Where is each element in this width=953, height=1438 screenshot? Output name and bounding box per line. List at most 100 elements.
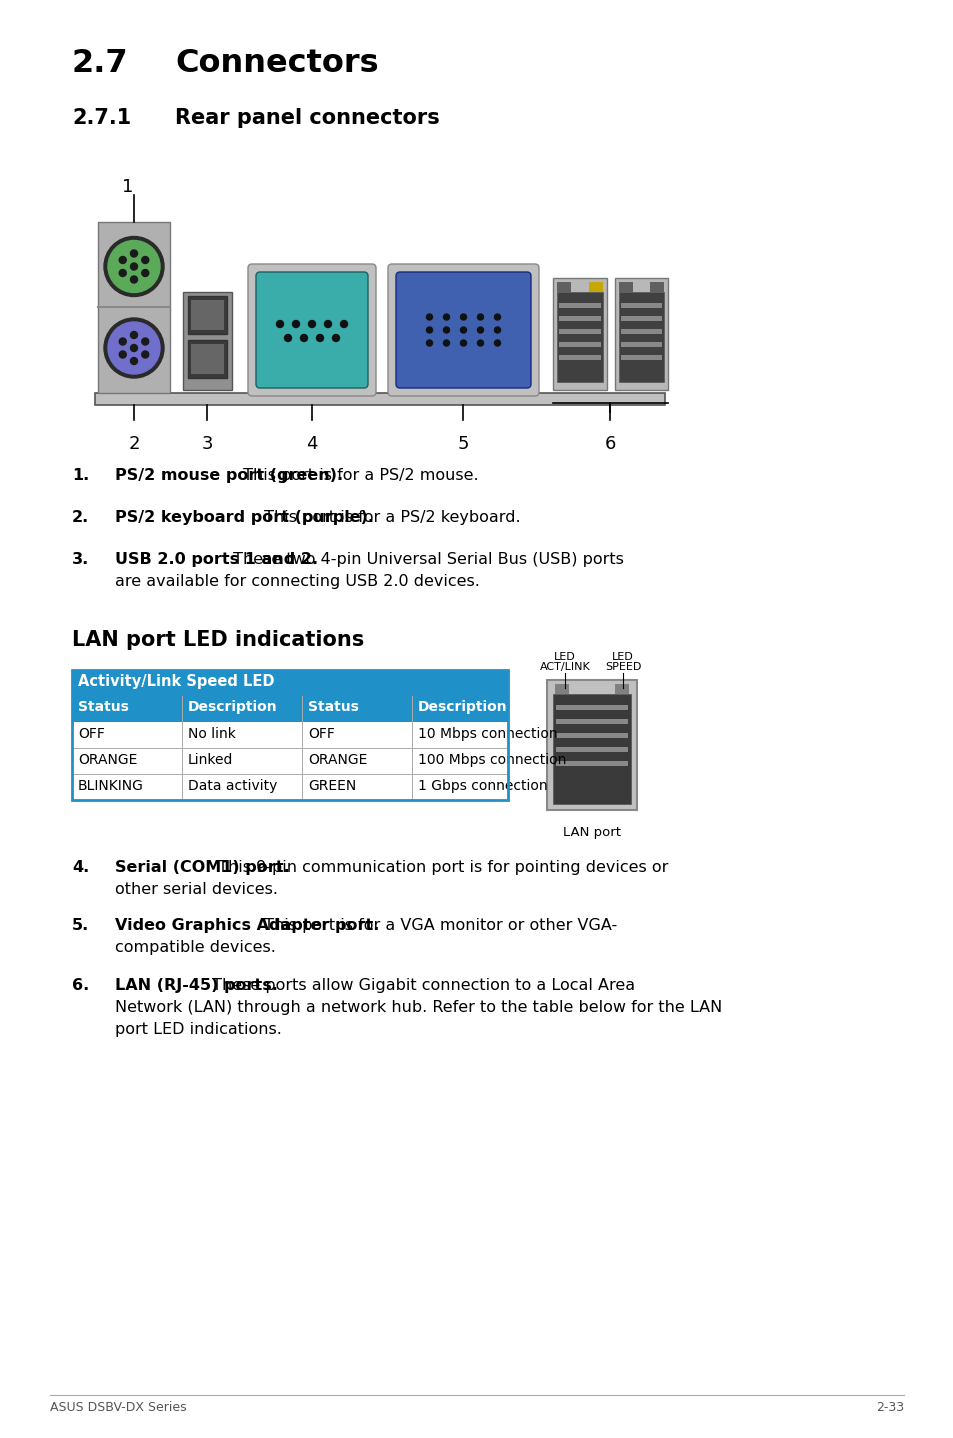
Bar bbox=[556, 746, 627, 752]
Text: ACT/LINK: ACT/LINK bbox=[539, 661, 590, 672]
Circle shape bbox=[142, 338, 149, 345]
FancyBboxPatch shape bbox=[255, 272, 368, 388]
Text: PS/2 keyboard port (purple).: PS/2 keyboard port (purple). bbox=[115, 510, 374, 525]
Text: BLINKING: BLINKING bbox=[78, 779, 144, 792]
Bar bbox=[183, 292, 232, 390]
Bar bbox=[615, 278, 667, 390]
Text: USB 2.0 ports 1 and 2.: USB 2.0 ports 1 and 2. bbox=[115, 552, 317, 567]
Text: 2.7: 2.7 bbox=[71, 47, 129, 79]
Bar bbox=[620, 303, 661, 308]
Bar bbox=[188, 339, 227, 378]
Circle shape bbox=[340, 321, 347, 328]
Text: ORANGE: ORANGE bbox=[308, 754, 367, 766]
Circle shape bbox=[300, 335, 307, 341]
Text: Network (LAN) through a network hub. Refer to the table below for the LAN: Network (LAN) through a network hub. Ref… bbox=[115, 999, 721, 1015]
Text: Description: Description bbox=[417, 700, 507, 715]
Text: GREEN: GREEN bbox=[308, 779, 355, 792]
Text: 3.: 3. bbox=[71, 552, 90, 567]
Text: This port is for a PS/2 keyboard.: This port is for a PS/2 keyboard. bbox=[258, 510, 519, 525]
Bar bbox=[620, 355, 661, 360]
Circle shape bbox=[142, 256, 149, 263]
Circle shape bbox=[443, 313, 449, 321]
Circle shape bbox=[142, 269, 149, 276]
Text: SPEED: SPEED bbox=[604, 661, 640, 672]
Text: Serial (COM1) port.: Serial (COM1) port. bbox=[115, 860, 290, 874]
Text: Description: Description bbox=[188, 700, 277, 715]
Circle shape bbox=[131, 276, 137, 283]
Text: OFF: OFF bbox=[308, 728, 335, 741]
Bar bbox=[620, 329, 661, 334]
Text: 2.7.1: 2.7.1 bbox=[71, 108, 132, 128]
Circle shape bbox=[108, 322, 160, 374]
Circle shape bbox=[460, 326, 466, 334]
Circle shape bbox=[131, 345, 137, 351]
Bar bbox=[71, 774, 507, 800]
Bar bbox=[555, 684, 568, 695]
Bar bbox=[71, 722, 507, 748]
Text: No link: No link bbox=[188, 728, 235, 741]
Circle shape bbox=[460, 339, 466, 347]
Text: Status: Status bbox=[308, 700, 358, 715]
Text: Data activity: Data activity bbox=[188, 779, 277, 792]
Bar bbox=[556, 719, 627, 723]
Circle shape bbox=[426, 326, 432, 334]
Bar bbox=[558, 329, 600, 334]
Bar bbox=[557, 292, 602, 383]
Circle shape bbox=[131, 250, 137, 257]
Text: 4: 4 bbox=[306, 436, 317, 453]
Bar bbox=[98, 221, 170, 393]
Text: This 9-pin communication port is for pointing devices or: This 9-pin communication port is for poi… bbox=[213, 860, 667, 874]
Circle shape bbox=[324, 321, 331, 328]
Text: Linked: Linked bbox=[188, 754, 233, 766]
Text: Rear panel connectors: Rear panel connectors bbox=[174, 108, 439, 128]
Circle shape bbox=[443, 326, 449, 334]
Text: 1.: 1. bbox=[71, 467, 90, 483]
Circle shape bbox=[119, 256, 126, 263]
Circle shape bbox=[131, 263, 137, 270]
Circle shape bbox=[142, 351, 149, 358]
Circle shape bbox=[108, 240, 160, 292]
Text: 2: 2 bbox=[128, 436, 139, 453]
Bar bbox=[615, 684, 628, 695]
Circle shape bbox=[119, 351, 126, 358]
Text: 1 Gbps connection: 1 Gbps connection bbox=[417, 779, 547, 792]
Bar bbox=[556, 733, 627, 738]
Text: These ports allow Gigabit connection to a Local Area: These ports allow Gigabit connection to … bbox=[207, 978, 635, 994]
Text: ORANGE: ORANGE bbox=[78, 754, 137, 766]
Bar bbox=[558, 316, 600, 321]
Bar bbox=[191, 344, 224, 374]
Text: LAN (RJ-45) ports.: LAN (RJ-45) ports. bbox=[115, 978, 277, 994]
Text: other serial devices.: other serial devices. bbox=[115, 881, 277, 897]
Circle shape bbox=[316, 335, 323, 341]
Bar bbox=[558, 355, 600, 360]
Bar bbox=[71, 670, 507, 696]
Circle shape bbox=[494, 326, 500, 334]
Bar bbox=[546, 680, 637, 810]
Text: 5: 5 bbox=[457, 436, 469, 453]
Circle shape bbox=[443, 339, 449, 347]
Circle shape bbox=[131, 332, 137, 338]
Bar bbox=[558, 342, 600, 347]
Text: 6: 6 bbox=[604, 436, 616, 453]
Circle shape bbox=[276, 321, 283, 328]
Text: PS/2 mouse port (green).: PS/2 mouse port (green). bbox=[115, 467, 343, 483]
Text: This port is for a VGA monitor or other VGA-: This port is for a VGA monitor or other … bbox=[258, 917, 617, 933]
Text: 4.: 4. bbox=[71, 860, 90, 874]
Circle shape bbox=[494, 339, 500, 347]
Circle shape bbox=[477, 313, 483, 321]
Bar bbox=[588, 282, 602, 292]
Text: OFF: OFF bbox=[78, 728, 105, 741]
Circle shape bbox=[119, 269, 126, 276]
Bar bbox=[553, 695, 630, 804]
FancyBboxPatch shape bbox=[388, 265, 538, 395]
Bar bbox=[71, 696, 507, 722]
FancyBboxPatch shape bbox=[248, 265, 375, 395]
Text: Video Graphics Adapter port.: Video Graphics Adapter port. bbox=[115, 917, 379, 933]
Circle shape bbox=[460, 313, 466, 321]
Circle shape bbox=[477, 339, 483, 347]
Text: LAN port LED indications: LAN port LED indications bbox=[71, 630, 364, 650]
Bar bbox=[556, 761, 627, 766]
Text: This port is for a PS/2 mouse.: This port is for a PS/2 mouse. bbox=[238, 467, 478, 483]
Text: are available for connecting USB 2.0 devices.: are available for connecting USB 2.0 dev… bbox=[115, 574, 479, 590]
FancyBboxPatch shape bbox=[395, 272, 531, 388]
